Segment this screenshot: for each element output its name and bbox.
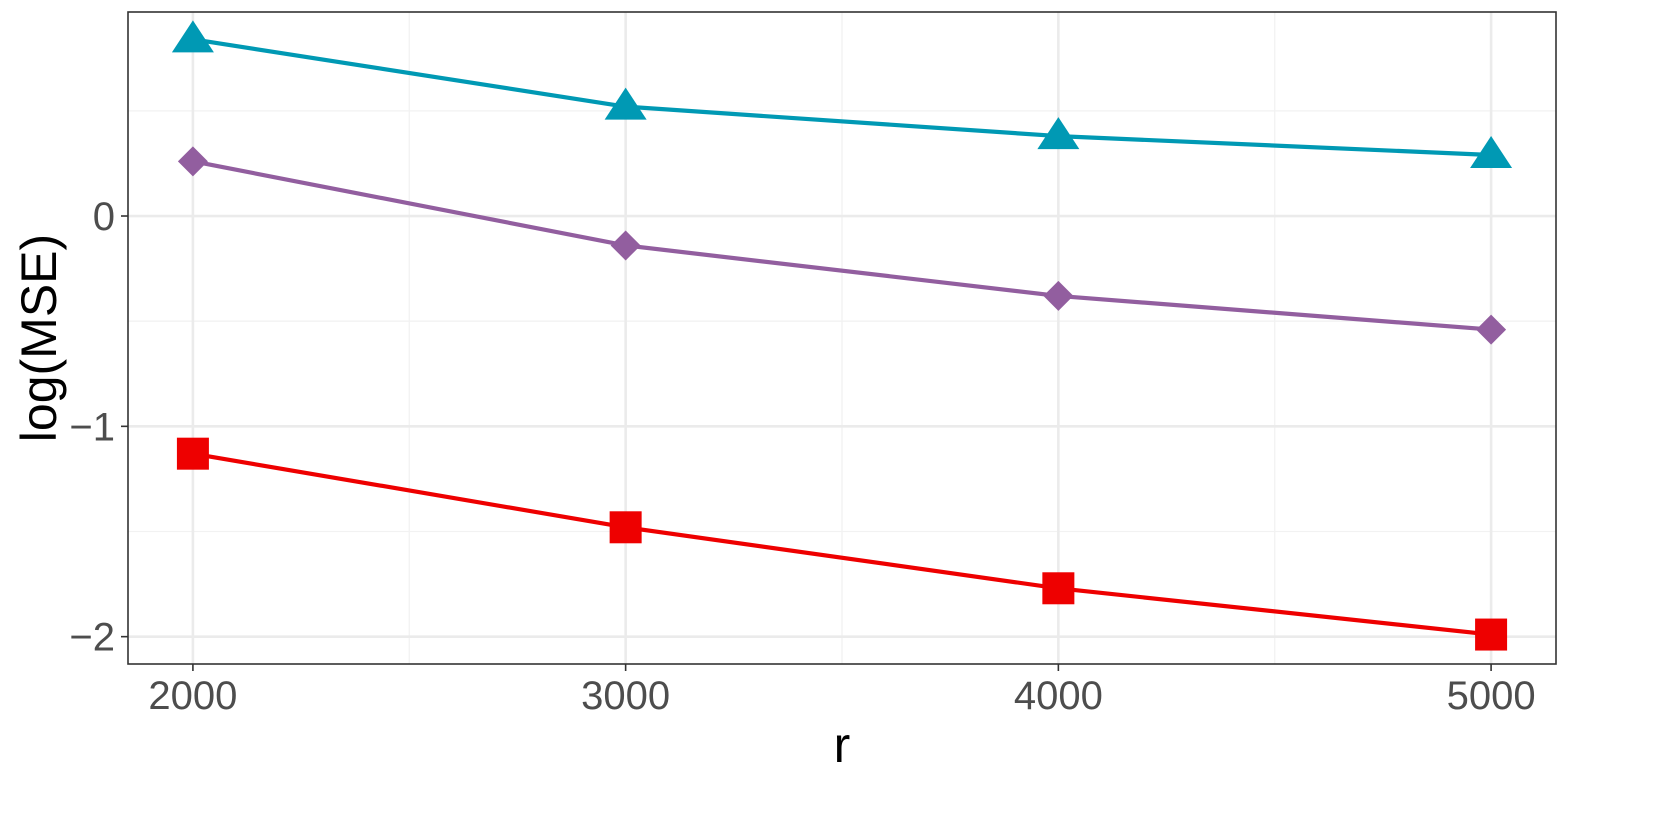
panel-border: [127, 11, 1557, 665]
y-axis-title: log(MSE): [11, 234, 67, 442]
x-axis-title: r: [834, 717, 851, 773]
series-line: [192, 451, 1492, 637]
grid: [128, 12, 1556, 664]
data-point-diamond: [1476, 314, 1507, 345]
series-diamond: [177, 146, 1507, 345]
x-tick-label: 4000: [1014, 674, 1103, 718]
data-point-triangle: [604, 87, 647, 120]
y-tick-label: 0: [93, 195, 115, 239]
axes: 2000 3000 4000 5000 −2 −1 0: [69, 195, 1535, 718]
data-point-square: [609, 511, 642, 544]
data-point-triangle: [171, 20, 214, 53]
data-point-triangle: [1037, 117, 1080, 150]
series-triangle: [171, 20, 1513, 169]
data-point-square: [176, 437, 209, 470]
y-tick-label: −1: [69, 405, 115, 449]
data-point-triangle: [1470, 136, 1513, 169]
data-point-diamond: [610, 230, 641, 261]
series-line: [192, 159, 1492, 332]
data-point-square: [1475, 618, 1508, 651]
y-tick-label: −2: [69, 616, 115, 660]
series-square: [176, 437, 1508, 651]
x-tick-label: 3000: [581, 674, 670, 718]
x-tick-label: 2000: [148, 674, 237, 718]
data-point-square: [1042, 572, 1075, 605]
x-tick-label: 5000: [1447, 674, 1536, 718]
data-point-diamond: [177, 146, 208, 177]
data-point-diamond: [1043, 280, 1074, 311]
series-group: [171, 20, 1513, 651]
series-line: [192, 37, 1492, 158]
